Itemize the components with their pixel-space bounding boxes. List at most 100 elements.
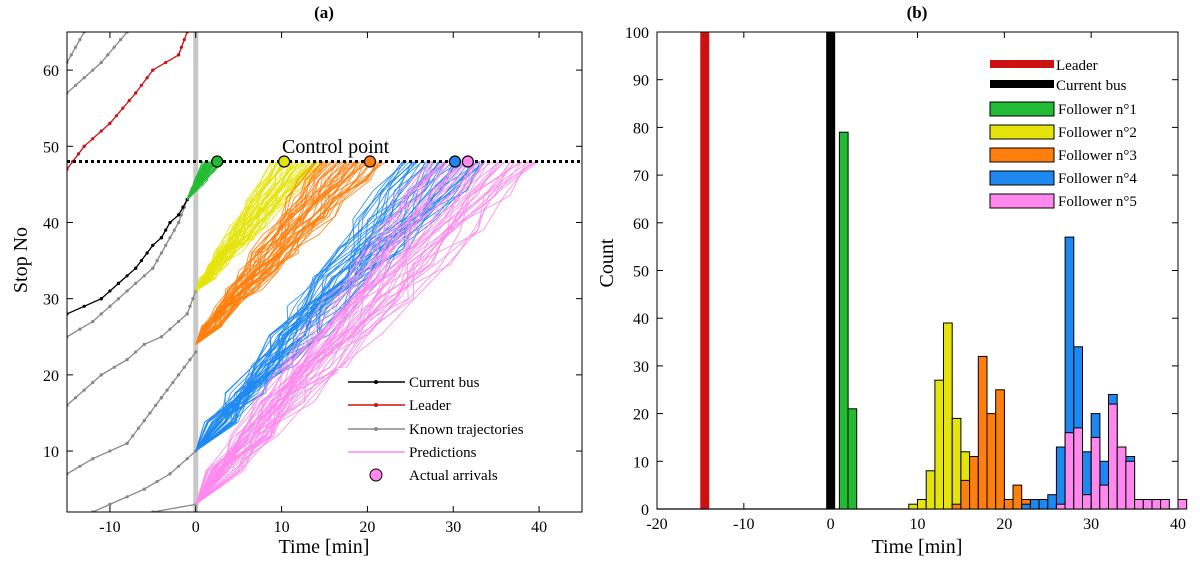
histogram-bar bbox=[1160, 499, 1170, 510]
prediction-trajectory bbox=[195, 161, 539, 505]
panel-a-xtick-label: -10 bbox=[99, 519, 120, 536]
panel-b: (b) Time [min] Count Leader Current bus … bbox=[596, 3, 1188, 558]
panel-b-ytick-label: 70 bbox=[633, 168, 649, 185]
prediction-trajectory bbox=[195, 161, 530, 505]
legend-marker-leader bbox=[374, 403, 378, 407]
known-trajectory-1-stop bbox=[78, 38, 82, 42]
known-trajectory-5-stop bbox=[108, 502, 112, 506]
prediction-trajectory bbox=[195, 161, 342, 345]
panel-a-xtick-label: 30 bbox=[445, 519, 461, 536]
current-bus-trajectory-stop bbox=[125, 274, 129, 278]
prediction-fan-3 bbox=[195, 161, 387, 345]
current-bus-trajectory-stop bbox=[116, 281, 121, 285]
panel-b-ylabel: Count bbox=[596, 238, 618, 287]
legend-label-follower-2: Follower n°2 bbox=[1058, 125, 1137, 141]
histogram-bar bbox=[1047, 494, 1058, 510]
panel-a-ytick-label: 50 bbox=[43, 139, 59, 156]
known-trajectory-0-stop bbox=[119, 38, 123, 42]
known-trajectory-2-stop bbox=[168, 236, 172, 240]
legend-entry-follower-3: Follower n°3 bbox=[989, 147, 1137, 164]
prediction-fan-5 bbox=[195, 161, 539, 505]
leader-trajectory-stop bbox=[99, 129, 103, 133]
legend-label-follower-4: Follower n°4 bbox=[1058, 171, 1137, 187]
known-trajectory-3-stop bbox=[91, 380, 95, 385]
legend-marker-actual-arrivals bbox=[369, 468, 383, 482]
panel-b-xtick-label: -20 bbox=[646, 516, 667, 533]
prediction-trajectory bbox=[195, 161, 387, 345]
known-trajectory-5-stop bbox=[177, 464, 181, 468]
panel-b-ytick-label: 40 bbox=[633, 311, 649, 328]
legend-swatch-follower-3 bbox=[989, 147, 1055, 163]
leader-trajectory-stop bbox=[139, 83, 143, 87]
panel-a-ytick-label: 10 bbox=[43, 444, 59, 461]
leader-trajectory-stop bbox=[177, 53, 181, 57]
known-trajectory-0-stop bbox=[91, 68, 95, 72]
known-trajectory-2-stop bbox=[116, 297, 121, 301]
known-trajectory-4-stop bbox=[159, 396, 163, 400]
prediction-trajectory bbox=[195, 161, 447, 505]
histogram-bar bbox=[838, 131, 849, 510]
legend-entry-current-bus-bar: Current bus bbox=[990, 78, 1127, 94]
current-bus-marker-bar bbox=[826, 32, 836, 509]
prediction-fan-4 bbox=[195, 161, 486, 452]
known-trajectory-0-stop bbox=[82, 76, 86, 80]
histogram-bar bbox=[977, 355, 988, 510]
current-bus-trajectory-stop bbox=[82, 304, 86, 308]
histogram-bar bbox=[1125, 460, 1136, 510]
prediction-trajectory bbox=[195, 161, 432, 505]
known-trajectory-4-stop bbox=[182, 365, 186, 369]
series-3 bbox=[951, 355, 1031, 510]
panel-b-xtick-label: 0 bbox=[827, 516, 835, 533]
histogram-bar bbox=[925, 470, 936, 510]
legend-label-predictions: Predictions bbox=[409, 445, 477, 461]
current-bus-trajectory-stop bbox=[151, 243, 155, 247]
known-trajectory-2-stop bbox=[108, 304, 112, 308]
leader-trajectory-stop bbox=[114, 114, 118, 118]
histogram-bar bbox=[1090, 436, 1101, 510]
actual-arrival-3 bbox=[363, 155, 377, 168]
leader-trajectory-stop bbox=[108, 121, 112, 125]
legend-entry-follower-2: Follower n°2 bbox=[989, 124, 1137, 141]
histogram-bar bbox=[1003, 499, 1014, 510]
legend-marker-known bbox=[374, 427, 378, 431]
known-trajectory-5-stop bbox=[168, 472, 172, 476]
legend-entry-follower-1: Follower n°1 bbox=[989, 101, 1137, 118]
known-trajectory-3-stop bbox=[168, 327, 172, 331]
known-trajectory-6 bbox=[152, 503, 196, 512]
known-trajectory-4-stop bbox=[108, 449, 112, 453]
panel-b-ytick-label: 10 bbox=[633, 454, 649, 471]
legend-entry-leader-bar: Leader bbox=[990, 58, 1098, 74]
panel-b-xtick-label: 30 bbox=[1083, 516, 1099, 533]
prediction-trajectory bbox=[195, 161, 506, 505]
known-trajectory-3-stop bbox=[188, 304, 192, 308]
prediction-trajectory bbox=[195, 161, 493, 505]
panel-a-ytick-label: 40 bbox=[43, 215, 59, 232]
prediction-trajectory bbox=[195, 161, 380, 345]
known-trajectory-0-stop bbox=[99, 60, 103, 65]
prediction-trajectory bbox=[195, 161, 515, 505]
panel-b-ytick-label: 0 bbox=[641, 502, 649, 519]
prediction-fan-2 bbox=[195, 161, 325, 292]
known-trajectory-4-stop bbox=[125, 441, 129, 445]
known-trajectory-4-stop bbox=[171, 380, 175, 385]
prediction-trajectory bbox=[195, 161, 478, 505]
prediction-fan-1 bbox=[186, 161, 224, 200]
current-bus-trajectory bbox=[67, 184, 197, 315]
legend-swatch-current-bus-bar bbox=[990, 80, 1054, 88]
histogram-bar bbox=[1082, 494, 1092, 510]
known-trajectory-5-stop bbox=[142, 487, 146, 491]
prediction-trajectory bbox=[195, 161, 428, 452]
legend-entry-follower-4: Follower n°4 bbox=[989, 170, 1137, 187]
prediction-trajectory bbox=[195, 161, 442, 505]
leader-trajectory-stop bbox=[76, 152, 80, 156]
histogram-bar bbox=[1055, 446, 1066, 510]
legend-entry-leader: Leader bbox=[348, 398, 451, 414]
histogram-bar bbox=[847, 408, 858, 510]
panel-b-xtick-label: 10 bbox=[910, 516, 926, 533]
known-trajectory-2 bbox=[67, 199, 188, 338]
histogram-bar bbox=[1012, 484, 1023, 510]
known-trajectory-2-stop bbox=[164, 243, 168, 247]
actual-arrival-4 bbox=[448, 155, 462, 168]
current-bus-trajectory-stop bbox=[177, 213, 181, 217]
